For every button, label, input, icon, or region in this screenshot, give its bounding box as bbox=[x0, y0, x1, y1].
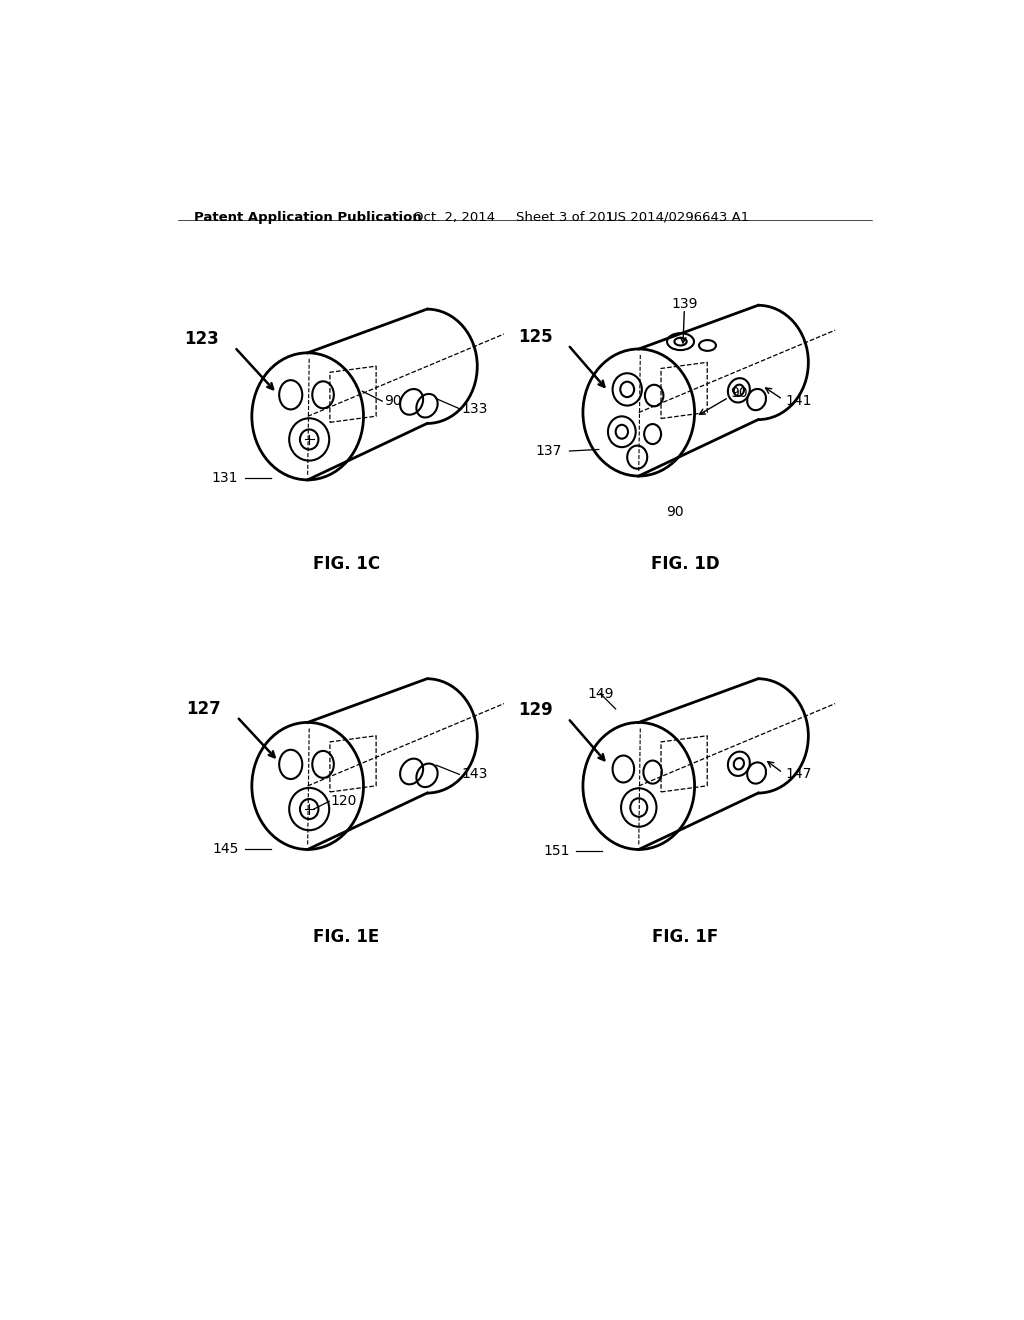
Text: 131: 131 bbox=[212, 471, 239, 484]
Text: FIG. 1F: FIG. 1F bbox=[652, 928, 718, 946]
Text: 143: 143 bbox=[462, 767, 488, 781]
Text: 90: 90 bbox=[730, 387, 748, 400]
Text: Patent Application Publication: Patent Application Publication bbox=[194, 211, 422, 224]
Text: 123: 123 bbox=[184, 330, 219, 348]
Text: 149: 149 bbox=[587, 686, 613, 701]
Text: FIG. 1D: FIG. 1D bbox=[650, 554, 719, 573]
Text: Sheet 3 of 201: Sheet 3 of 201 bbox=[515, 211, 613, 224]
Text: FIG. 1E: FIG. 1E bbox=[313, 928, 379, 946]
Text: 133: 133 bbox=[462, 401, 488, 416]
Text: 145: 145 bbox=[212, 842, 239, 857]
Text: 147: 147 bbox=[785, 767, 811, 781]
Text: 120: 120 bbox=[331, 795, 357, 808]
Text: 139: 139 bbox=[671, 297, 697, 312]
Text: US 2014/0296643 A1: US 2014/0296643 A1 bbox=[608, 211, 750, 224]
Text: 141: 141 bbox=[785, 393, 812, 408]
Text: 151: 151 bbox=[543, 845, 569, 858]
Text: 137: 137 bbox=[536, 444, 562, 458]
Text: 127: 127 bbox=[186, 700, 221, 718]
Text: 125: 125 bbox=[518, 329, 553, 346]
Text: 90: 90 bbox=[384, 395, 401, 408]
Text: Oct. 2, 2014: Oct. 2, 2014 bbox=[413, 211, 496, 224]
Text: 90: 90 bbox=[666, 506, 683, 519]
Text: 129: 129 bbox=[518, 701, 553, 719]
Text: FIG. 1C: FIG. 1C bbox=[312, 554, 380, 573]
